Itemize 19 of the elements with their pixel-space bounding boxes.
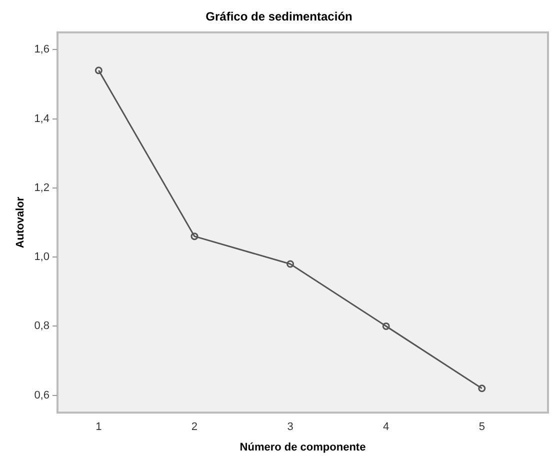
point (286, 260, 294, 268)
x-axis-title: Número de componente (240, 441, 366, 454)
y-tick-label: 0,6 (34, 389, 50, 402)
x-tick-label: 3 (287, 421, 294, 434)
x-tick-label: 1 (96, 421, 102, 434)
y-tick-label: 1,0 (34, 251, 50, 264)
x-tick-label: 5 (478, 421, 485, 434)
point (94, 66, 102, 74)
point (190, 232, 198, 240)
point (382, 322, 390, 330)
point (478, 384, 486, 392)
y-tick-label: 1,6 (34, 44, 50, 56)
chart-title: Gráfico de sedimentación (206, 10, 352, 24)
y-tick-label: 1,4 (34, 112, 50, 125)
x-tick-label: 4 (383, 421, 390, 434)
y-tick-label: 1,2 (34, 182, 50, 194)
y-tick-label: 0,8 (34, 320, 50, 332)
y-axis-title: Autovalor (14, 196, 27, 248)
x-tick-label: 2 (191, 421, 198, 434)
